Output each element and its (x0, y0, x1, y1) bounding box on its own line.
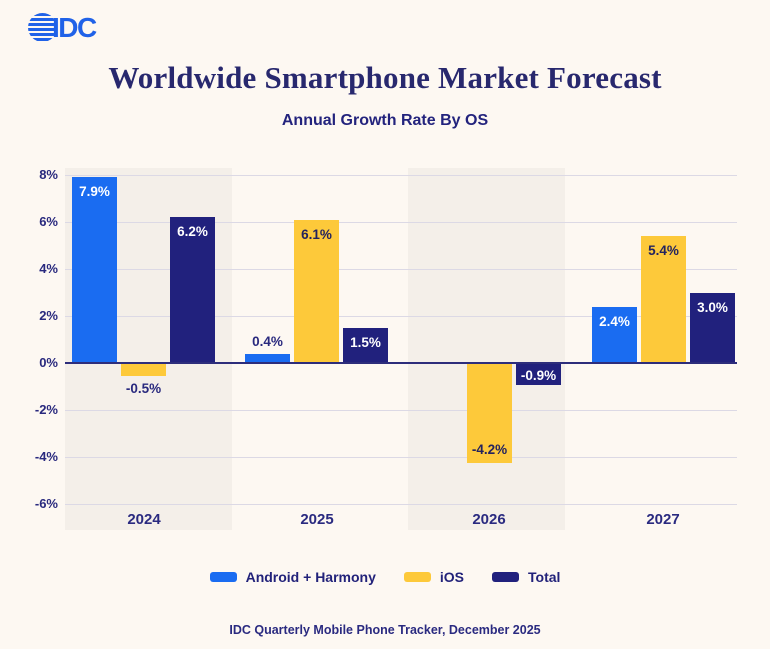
gridline-2 (65, 316, 737, 317)
x-label-2025: 2025 (300, 511, 334, 528)
legend-label: Total (528, 569, 561, 585)
bar-value-label: -0.5% (125, 380, 162, 396)
zero-axis-line (65, 362, 737, 364)
chart-title: Worldwide Smartphone Market Forecast (108, 60, 662, 95)
legend: Android + Harmony iOS Total (0, 569, 770, 585)
bar-2024-ios (121, 364, 166, 376)
x-label-2024: 2024 (127, 511, 161, 528)
bar-value-label: 2.4% (599, 313, 630, 329)
bar-2024-android-harmony (72, 177, 117, 363)
bar-value-label: -4.2% (471, 441, 508, 457)
chart: 8% 6% 4% 2% 0% -2% -4% -6% 7.9% 0.4% 2.4% -0.5% 6.1%… (0, 168, 770, 534)
bar-2026-total (516, 364, 561, 386)
gridline--6 (65, 504, 737, 505)
legend-label: Android + Harmony (245, 569, 376, 585)
bar-value-label: 5.4% (648, 243, 679, 259)
legend-item-android-harmony: Android + Harmony (209, 569, 376, 585)
idc-logo: IDC (28, 11, 97, 43)
x-label-2026: 2026 (472, 511, 506, 528)
bar-2027-ios (641, 236, 686, 363)
source-note: IDC Quarterly Mobile Phone Tracker, Dece… (229, 623, 541, 637)
bar-2027-total (690, 292, 735, 363)
logo-text: IDC (52, 11, 97, 43)
y-tick--2%: -2% (34, 402, 58, 417)
bar-value-label: 7.9% (79, 184, 110, 200)
y-tick-6%: 6% (39, 214, 58, 229)
legend-item-ios: iOS (403, 569, 464, 585)
bar-value-label: 0.4% (252, 333, 283, 349)
bar-2024-total (170, 217, 215, 363)
legend-label: iOS (439, 569, 464, 585)
bar-2027-android-harmony (592, 306, 637, 363)
legend-item-total: Total (492, 569, 560, 585)
bar-value-label: 6.1% (301, 226, 332, 242)
y-tick--4%: -4% (34, 449, 58, 464)
bar-2025-ios (294, 219, 339, 363)
android-harmony-swatch-icon (209, 572, 237, 582)
y-tick-8%: 8% (39, 167, 58, 182)
chart-subtitle: Annual Growth Rate By OS (281, 112, 489, 129)
x-label-2027: 2027 (646, 511, 680, 528)
y-tick-4%: 4% (39, 261, 58, 276)
gridline-8 (65, 175, 737, 176)
globe-icon (28, 13, 57, 42)
bar-2025-total (343, 327, 388, 363)
column-band-2026 (408, 168, 565, 530)
bar-value-label: -0.9% (520, 368, 557, 384)
bar-value-label: 1.5% (350, 334, 381, 350)
y-tick-0%: 0% (39, 355, 58, 370)
total-swatch-icon (492, 572, 519, 582)
gridline-4 (65, 269, 737, 270)
gridline-6 (65, 222, 737, 223)
gridline--4 (65, 457, 737, 458)
bar-value-label: 6.2% (177, 224, 208, 240)
ios-swatch-icon (403, 572, 431, 582)
bar-value-label: 3.0% (697, 299, 728, 315)
bar-2025-android-harmony (245, 353, 290, 363)
gridline--2 (65, 410, 737, 411)
y-tick-2%: 2% (39, 308, 58, 323)
y-tick--6%: -6% (34, 496, 58, 511)
bar-2026-ios (467, 364, 512, 463)
